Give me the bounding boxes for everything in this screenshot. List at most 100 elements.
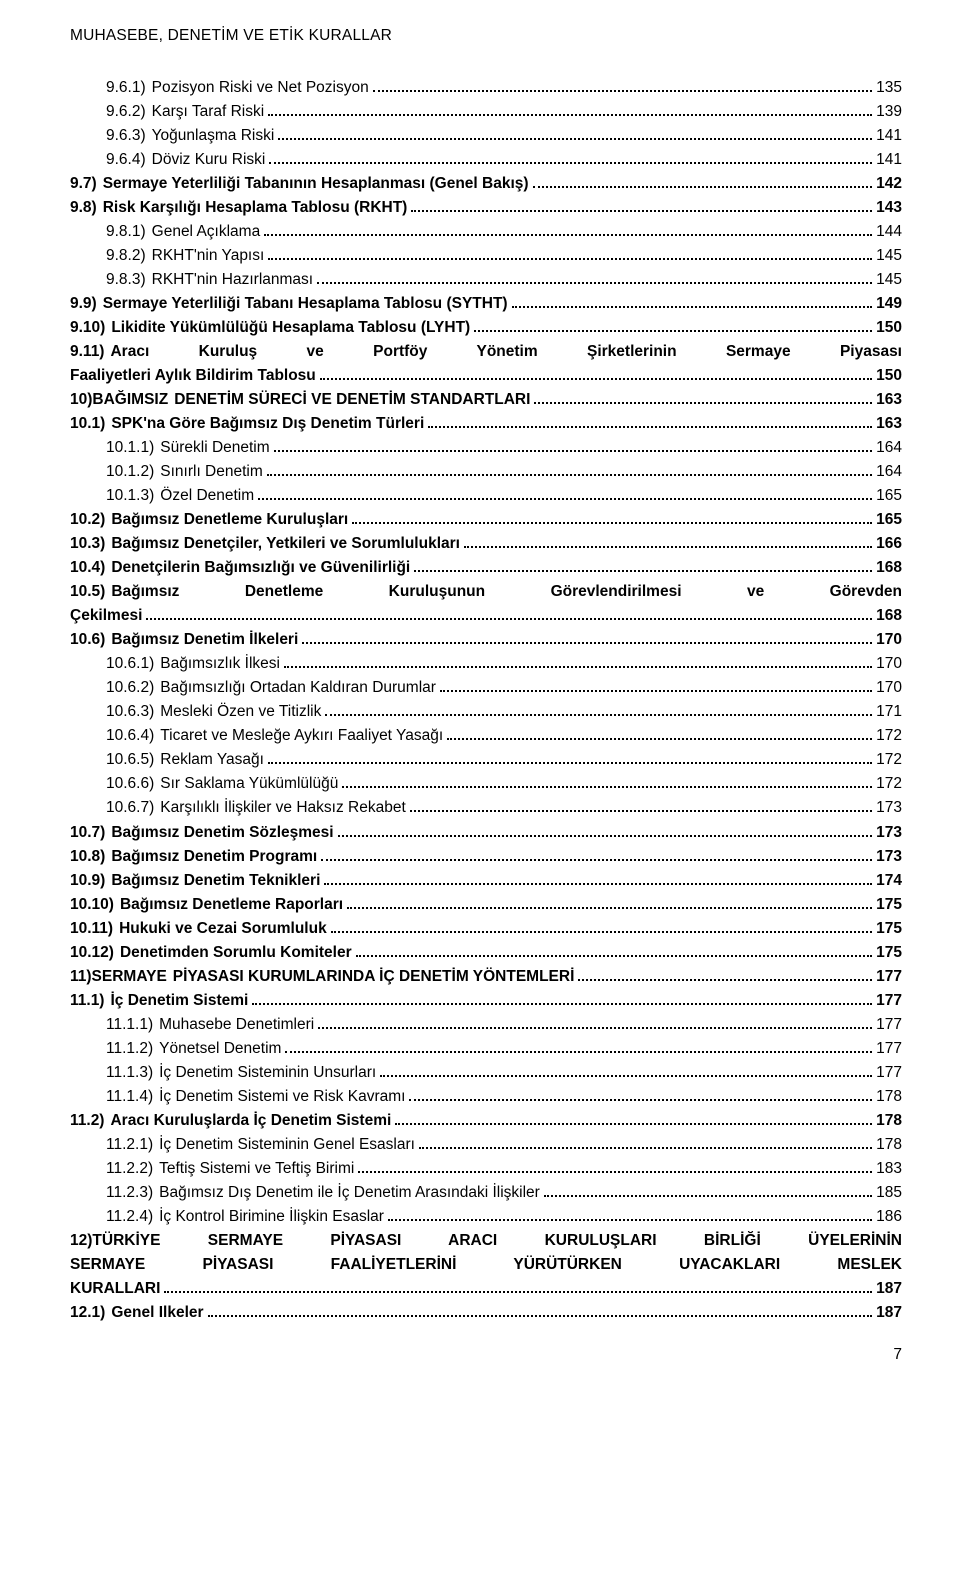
toc-title: Risk Karşılığı Hesaplama Tablosu (RKHT) <box>103 196 408 220</box>
toc-title: Bağımsızlığı Ortadan Kaldıran Durumlar <box>160 676 436 700</box>
toc-number: 11.2.3) <box>106 1181 159 1205</box>
toc-entry: 11.2)Aracı Kuruluşlarda İç Denetim Siste… <box>70 1109 902 1133</box>
toc-title: Yönetsel Denetim <box>159 1037 281 1061</box>
toc-entry: 12)TÜRKİYE SERMAYE PİYASASI ARACI KURULU… <box>70 1229 902 1301</box>
toc-page: 172 <box>876 724 902 748</box>
toc-leader-dots <box>285 1042 872 1053</box>
toc-page: 178 <box>876 1133 902 1157</box>
toc-number: 10.2) <box>70 508 111 532</box>
toc-leader-dots <box>267 465 872 476</box>
toc-title: Mesleki Özen ve Titizlik <box>160 700 321 724</box>
toc-entry: 10.9)Bağımsız Denetim Teknikleri174 <box>70 869 902 893</box>
toc-number: 10.9) <box>70 869 111 893</box>
toc-leader-dots <box>440 682 872 693</box>
toc-number: 9.10) <box>70 316 111 340</box>
toc-number: 11.1) <box>70 989 110 1013</box>
toc-number: 9.8) <box>70 196 103 220</box>
toc-title: Bağımsız Denetim Programı <box>111 845 317 869</box>
toc-title: Bağımsız Dış Denetim ile İç Denetim Aras… <box>159 1181 540 1205</box>
toc-entry: 10.7)Bağımsız Denetim Sözleşmesi173 <box>70 821 902 845</box>
toc-leader-dots <box>578 970 872 981</box>
toc-number: 11.1.3) <box>106 1061 159 1085</box>
toc-title: Bağımsız Denetçiler, Yetkileri ve Soruml… <box>111 532 460 556</box>
toc-title: İç Kontrol Birimine İlişkin Esaslar <box>159 1205 384 1229</box>
toc-number: 10.1) <box>70 412 111 436</box>
toc-entry: 12.1)Genel Ilkeler187 <box>70 1301 902 1325</box>
toc-title: Aracı Kuruluşlarda İç Denetim Sistemi <box>110 1109 391 1133</box>
toc-entry: 11)SERMAYEPİYASASI KURUMLARINDA İÇ DENET… <box>70 965 902 989</box>
toc-leader-dots <box>512 297 873 308</box>
toc-page: 165 <box>876 508 902 532</box>
toc-entry: 11.1.2)Yönetsel Denetim177 <box>70 1037 902 1061</box>
toc-page: 178 <box>876 1109 902 1133</box>
table-of-contents: 9.6.1)Pozisyon Riski ve Net Pozisyon1359… <box>70 76 902 1325</box>
toc-number: 10.5) <box>70 583 111 600</box>
toc-entry: 9.6.4)Döviz Kuru Riski141 <box>70 148 902 172</box>
toc-leader-dots <box>414 561 872 572</box>
toc-page: 163 <box>876 388 902 412</box>
toc-title: Karşılıklı İlişkiler ve Haksız Rekabet <box>160 796 406 820</box>
toc-leader-dots <box>447 730 872 741</box>
toc-number: 10.10) <box>70 893 120 917</box>
toc-leader-dots <box>302 634 872 645</box>
toc-leader-dots <box>274 441 872 452</box>
toc-number: 10.1.2) <box>106 460 160 484</box>
toc-title: Likidite Yükümlülüğü Hesaplama Tablosu (… <box>111 316 470 340</box>
toc-page: 165 <box>876 484 902 508</box>
toc-number: 9.8.2) <box>106 244 152 268</box>
toc-title: Sermaye Yeterliliği Tabanının Hesaplanma… <box>103 172 529 196</box>
toc-title: Sermaye Yeterliliği Tabanı Hesaplama Tab… <box>103 292 508 316</box>
toc-entry: 9.6.2)Karşı Taraf Riski139 <box>70 100 902 124</box>
toc-title: Muhasebe Denetimleri <box>159 1013 314 1037</box>
toc-text: 10.5)Bağımsız Denetleme Kuruluşunun Göre… <box>70 580 902 604</box>
toc-number: 11.2) <box>70 1109 110 1133</box>
toc-entry: 10.6.3)Mesleki Özen ve Titizlik171 <box>70 700 902 724</box>
toc-page: 141 <box>876 124 902 148</box>
toc-leader-dots <box>252 994 872 1005</box>
toc-number: 10.6.5) <box>106 748 160 772</box>
toc-entry: 10.10)Bağımsız Denetleme Raporları175 <box>70 893 902 917</box>
toc-entry: 10.1.3)Özel Denetim165 <box>70 484 902 508</box>
toc-number: 11.1.2) <box>106 1037 159 1061</box>
toc-title: Bağımsızlık İlkesi <box>160 652 280 676</box>
toc-leader-dots <box>544 1186 872 1197</box>
toc-number: 9.6.4) <box>106 148 152 172</box>
toc-page: 145 <box>876 244 902 268</box>
toc-number: 10.6.2) <box>106 676 160 700</box>
toc-page: 168 <box>876 556 902 580</box>
toc-entry: 10.1.1)Sürekli Denetim164 <box>70 436 902 460</box>
toc-page: 144 <box>876 220 902 244</box>
toc-number: 10.6.3) <box>106 700 160 724</box>
toc-title: Reklam Yasağı <box>160 748 264 772</box>
toc-leader-dots <box>278 129 872 140</box>
toc-number: 10)BAĞIMSIZ <box>70 388 174 412</box>
toc-page: 175 <box>876 893 902 917</box>
toc-title: Teftiş Sistemi ve Teftiş Birimi <box>159 1157 354 1181</box>
toc-entry: 10.11)Hukuki ve Cezai Sorumluluk175 <box>70 917 902 941</box>
toc-title: KURALLARI <box>70 1277 160 1301</box>
toc-page: 177 <box>876 965 902 989</box>
toc-number: 9.11) <box>70 343 110 360</box>
toc-leader-dots <box>356 946 872 957</box>
toc-title: Özel Denetim <box>160 484 254 508</box>
toc-leader-dots <box>321 850 872 861</box>
toc-number: 10.11) <box>70 917 119 941</box>
toc-title: Bağımsız Denetim Sözleşmesi <box>111 821 333 845</box>
toc-entry: 10.1)SPK'na Göre Bağımsız Dış Denetim Tü… <box>70 412 902 436</box>
toc-entry: 10.3)Bağımsız Denetçiler, Yetkileri ve S… <box>70 532 902 556</box>
document-header: MUHASEBE, DENETİM VE ETİK KURALLAR <box>70 24 902 48</box>
toc-page: 172 <box>876 748 902 772</box>
toc-number: 10.6) <box>70 628 111 652</box>
toc-leader-dots <box>352 513 872 524</box>
toc-number: 10.6.1) <box>106 652 160 676</box>
toc-title: Karşı Taraf Riski <box>152 100 265 124</box>
toc-title: Döviz Kuru Riski <box>152 148 266 172</box>
toc-number: 11.1.1) <box>106 1013 159 1037</box>
toc-title: Bağımsız Denetleme Kuruluşları <box>111 508 348 532</box>
toc-entry: 11.2.1)İç Denetim Sisteminin Genel Esasl… <box>70 1133 902 1157</box>
toc-number: 11)SERMAYE <box>70 965 173 989</box>
toc-number: 9.6.3) <box>106 124 152 148</box>
toc-page: 186 <box>876 1205 902 1229</box>
toc-page: 145 <box>876 268 902 292</box>
toc-entry: 10.8)Bağımsız Denetim Programı173 <box>70 845 902 869</box>
